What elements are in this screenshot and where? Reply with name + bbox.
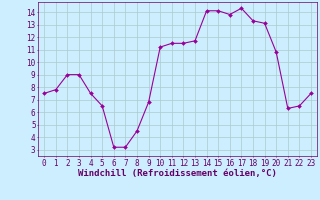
X-axis label: Windchill (Refroidissement éolien,°C): Windchill (Refroidissement éolien,°C): [78, 169, 277, 178]
